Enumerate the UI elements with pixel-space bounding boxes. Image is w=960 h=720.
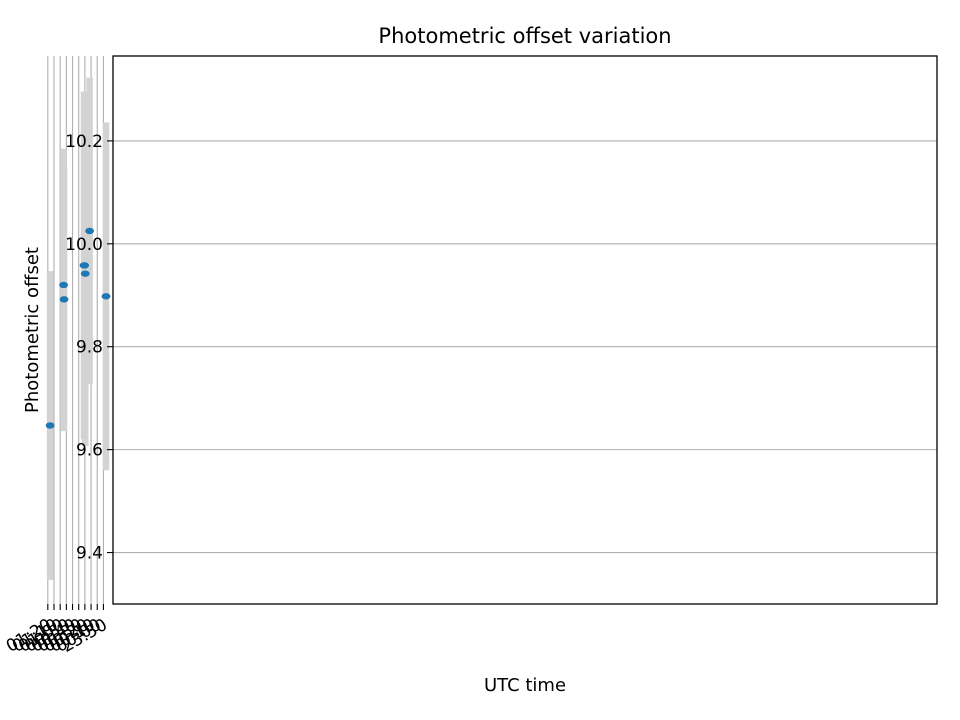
plot-frame bbox=[112, 55, 938, 605]
y-tick-label: 10.0 bbox=[65, 235, 103, 255]
y-axis-label: Photometric offset bbox=[22, 247, 43, 413]
data-point bbox=[101, 293, 111, 300]
y-axis-ticks: 9.4 9.6 9.8 10.0 10.2 bbox=[65, 132, 113, 564]
y-tick-label: 9.8 bbox=[76, 338, 103, 358]
x-axis-ticks: 23:5000:0000:1000:2000:3000:4000:5001:00… bbox=[3, 604, 111, 657]
y-tick-label: 9.4 bbox=[76, 544, 103, 564]
chart-title: Photometric offset variation bbox=[378, 24, 671, 48]
data-points bbox=[45, 227, 111, 429]
grid bbox=[47, 56, 937, 604]
data-point bbox=[85, 227, 95, 235]
data-point bbox=[45, 422, 55, 429]
y-tick-label: 9.6 bbox=[76, 441, 103, 461]
data-point bbox=[80, 270, 90, 277]
data-point bbox=[79, 262, 89, 269]
data-point bbox=[59, 281, 68, 289]
data-point bbox=[59, 296, 69, 303]
y-tick-label: 10.2 bbox=[65, 132, 103, 152]
x-axis-label: UTC time bbox=[484, 675, 566, 696]
